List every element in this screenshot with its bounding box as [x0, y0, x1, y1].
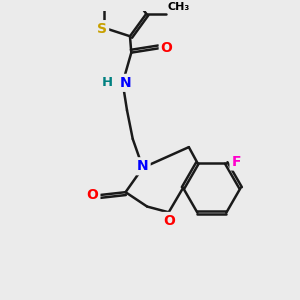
Text: N: N: [137, 159, 148, 173]
Text: CH₃: CH₃: [168, 2, 190, 11]
Text: O: O: [163, 214, 175, 228]
Text: O: O: [86, 188, 98, 202]
Text: N: N: [120, 76, 131, 90]
Text: S: S: [97, 22, 107, 36]
Text: F: F: [232, 154, 241, 169]
Text: O: O: [161, 41, 172, 55]
Text: H: H: [102, 76, 113, 89]
